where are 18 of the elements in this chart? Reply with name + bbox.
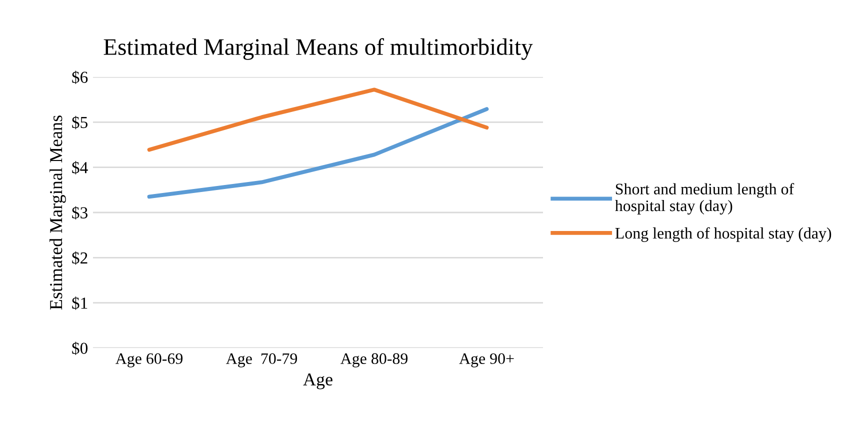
x-tick-label: Age 70-79 bbox=[226, 353, 298, 368]
line-series bbox=[147, 107, 489, 199]
chart-title: Estimated Marginal Means of multimorbidity bbox=[104, 38, 533, 60]
y-tick-label: $0 bbox=[72, 342, 88, 356]
x-tick-label: Age 80-89 bbox=[340, 353, 408, 368]
x-tick-label: Age 60-69 bbox=[115, 353, 183, 368]
line-series bbox=[147, 88, 489, 152]
x-axis-title: Age bbox=[303, 373, 332, 390]
y-tick-label: $2 bbox=[72, 251, 88, 265]
y-tick-label: $1 bbox=[72, 296, 88, 310]
y-tick-label: $3 bbox=[72, 206, 88, 220]
y-axis-title: Estimated Marginal Means bbox=[49, 116, 66, 310]
y-tick-label: $6 bbox=[72, 70, 88, 84]
x-tick-label: Age 90+ bbox=[459, 353, 514, 368]
y-tick-label: $4 bbox=[72, 161, 88, 174]
legend-label: Long length of hospital stay (day) bbox=[615, 227, 832, 242]
y-tick-label: $5 bbox=[72, 116, 88, 130]
legend-label: Short and medium length of hospital stay (day) bbox=[615, 183, 794, 214]
